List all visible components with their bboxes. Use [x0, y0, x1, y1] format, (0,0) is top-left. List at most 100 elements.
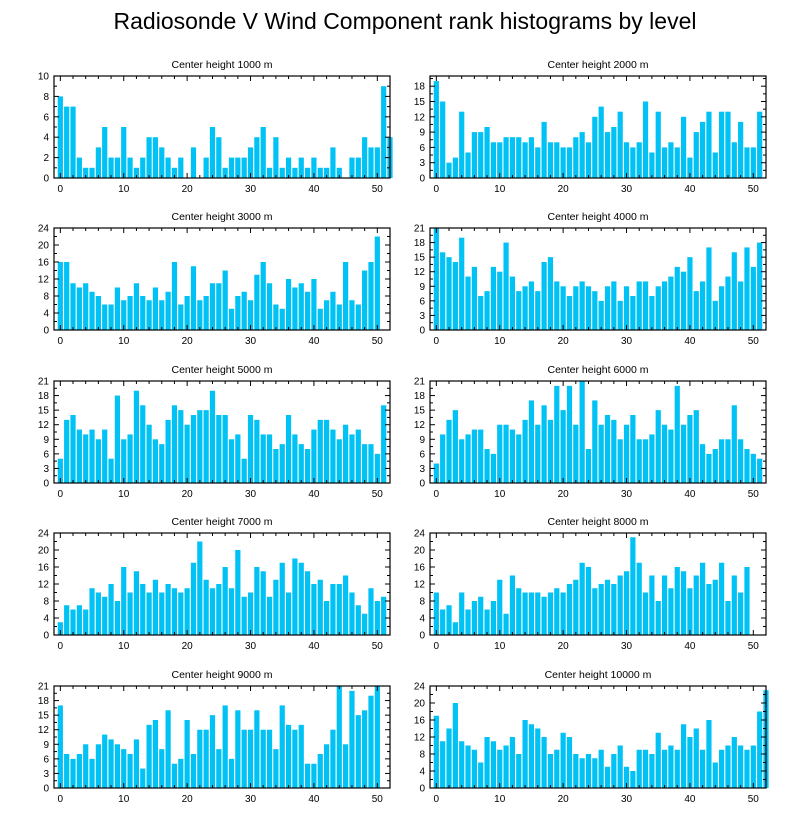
x-tick-label: 50 [748, 489, 760, 500]
histogram-bar [241, 729, 247, 788]
histogram-panel-3: Center height 3000 m 0 10 20 30 40 50 0 4 8 12 16 20… [38, 211, 391, 347]
y-tick-label: 0 [419, 326, 425, 337]
histogram-bar [611, 281, 617, 330]
histogram-bar [497, 749, 503, 788]
histogram-bar [433, 463, 439, 483]
histogram-bar [725, 439, 731, 483]
histogram-bar [304, 167, 311, 178]
histogram-bar [146, 724, 152, 788]
histogram-bar [298, 444, 304, 483]
histogram-bar [560, 732, 566, 788]
histogram-bar [712, 579, 718, 635]
histogram-bar [374, 686, 380, 788]
y-tick-label: 24 [38, 224, 50, 235]
histogram-bar [279, 705, 285, 788]
histogram-bar [693, 132, 699, 178]
y-tick-label: 0 [43, 479, 49, 490]
histogram-bar [452, 157, 458, 178]
histogram-bar [547, 754, 554, 788]
histogram-bar [655, 601, 661, 635]
histogram-bar [738, 745, 744, 788]
y-tick-label: 3 [419, 464, 425, 475]
y-tick-label: 9 [419, 128, 425, 139]
histogram-bar [452, 622, 458, 635]
histogram-bar [184, 424, 190, 483]
x-tick-label: 10 [494, 336, 506, 347]
histogram-bar [324, 300, 330, 330]
histogram-bar [209, 588, 216, 635]
histogram-bar [64, 106, 70, 178]
histogram-panel-1: Center height 1000 m 0 10 20 30 40 50 0 2 4 6 8 10 [38, 59, 393, 195]
histogram-bar [190, 147, 197, 178]
x-tick-label: 30 [621, 336, 633, 347]
histogram-bar [585, 449, 592, 483]
histogram-bar [228, 439, 235, 483]
histogram-bar [374, 147, 380, 178]
histogram-bar [95, 592, 101, 635]
x-tick-label: 10 [494, 489, 506, 500]
y-tick-label: 12 [414, 267, 426, 278]
y-tick-label: 4 [43, 309, 49, 320]
histogram-bar [693, 410, 699, 483]
y-tick-label: 6 [43, 112, 49, 123]
histogram-bar [446, 419, 452, 483]
x-tick-label: 40 [308, 794, 320, 805]
histogram-bar [592, 758, 598, 788]
histogram-bar [121, 300, 127, 330]
y-tick-label: 0 [43, 784, 49, 795]
histogram-bar [273, 579, 279, 635]
histogram-bar [642, 439, 649, 483]
histogram-bar [465, 152, 471, 178]
histogram-bar [311, 279, 317, 330]
y-tick-label: 6 [419, 143, 425, 154]
histogram-bar [700, 444, 706, 483]
histogram-bar [547, 419, 554, 483]
histogram-bar [655, 286, 661, 330]
histogram-bar [738, 121, 744, 178]
histogram-bar [336, 686, 342, 788]
x-tick-label: 30 [621, 794, 633, 805]
histogram-bar [76, 754, 82, 788]
histogram-bar [355, 605, 361, 635]
histogram-bar [630, 537, 636, 635]
histogram-bar [146, 424, 152, 483]
histogram-bar [433, 715, 439, 788]
x-tick-label: 40 [308, 641, 320, 652]
histogram-bar [89, 429, 95, 483]
y-tick-label: 0 [43, 174, 49, 185]
histogram-bar [133, 571, 140, 635]
histogram-bar [440, 609, 446, 635]
histogram-bar [585, 754, 592, 788]
histogram-bar [95, 296, 101, 330]
histogram-bar [235, 550, 241, 635]
histogram-bar [184, 720, 190, 788]
panel-title: Center height 6000 m [548, 364, 649, 376]
x-tick-label: 10 [494, 641, 506, 652]
histogram-bar [573, 579, 579, 635]
histogram-bar [668, 745, 674, 788]
histogram-bar [719, 286, 725, 330]
panel-title: Center height 8000 m [548, 516, 649, 528]
histogram-bar [133, 283, 140, 330]
histogram-bar [598, 300, 604, 330]
panel-title: Center height 7000 m [172, 516, 273, 528]
histogram-bar [680, 116, 687, 178]
histogram-bar [611, 127, 617, 178]
histogram-bar [719, 749, 725, 788]
x-tick-label: 10 [118, 794, 130, 805]
histogram-bar [228, 308, 235, 330]
histogram-bar [76, 157, 82, 178]
x-tick-label: 0 [58, 184, 64, 195]
y-tick-label: 3 [419, 311, 425, 322]
histogram-bar [598, 106, 604, 178]
panel-title: Center height 1000 m [172, 59, 273, 71]
histogram-bar [433, 81, 439, 178]
y-tick-label: 21 [38, 377, 50, 388]
histogram-bar [133, 167, 140, 178]
histogram-bar [440, 101, 446, 178]
histogram-panel-10: Center height 10000 m 0 10 20 30 40 50 0 4 8 12 16 2… [414, 669, 769, 805]
y-tick-label: 3 [43, 769, 49, 780]
histogram-bar [642, 749, 649, 788]
histogram-bar [140, 768, 146, 788]
histogram-bar [83, 167, 89, 178]
